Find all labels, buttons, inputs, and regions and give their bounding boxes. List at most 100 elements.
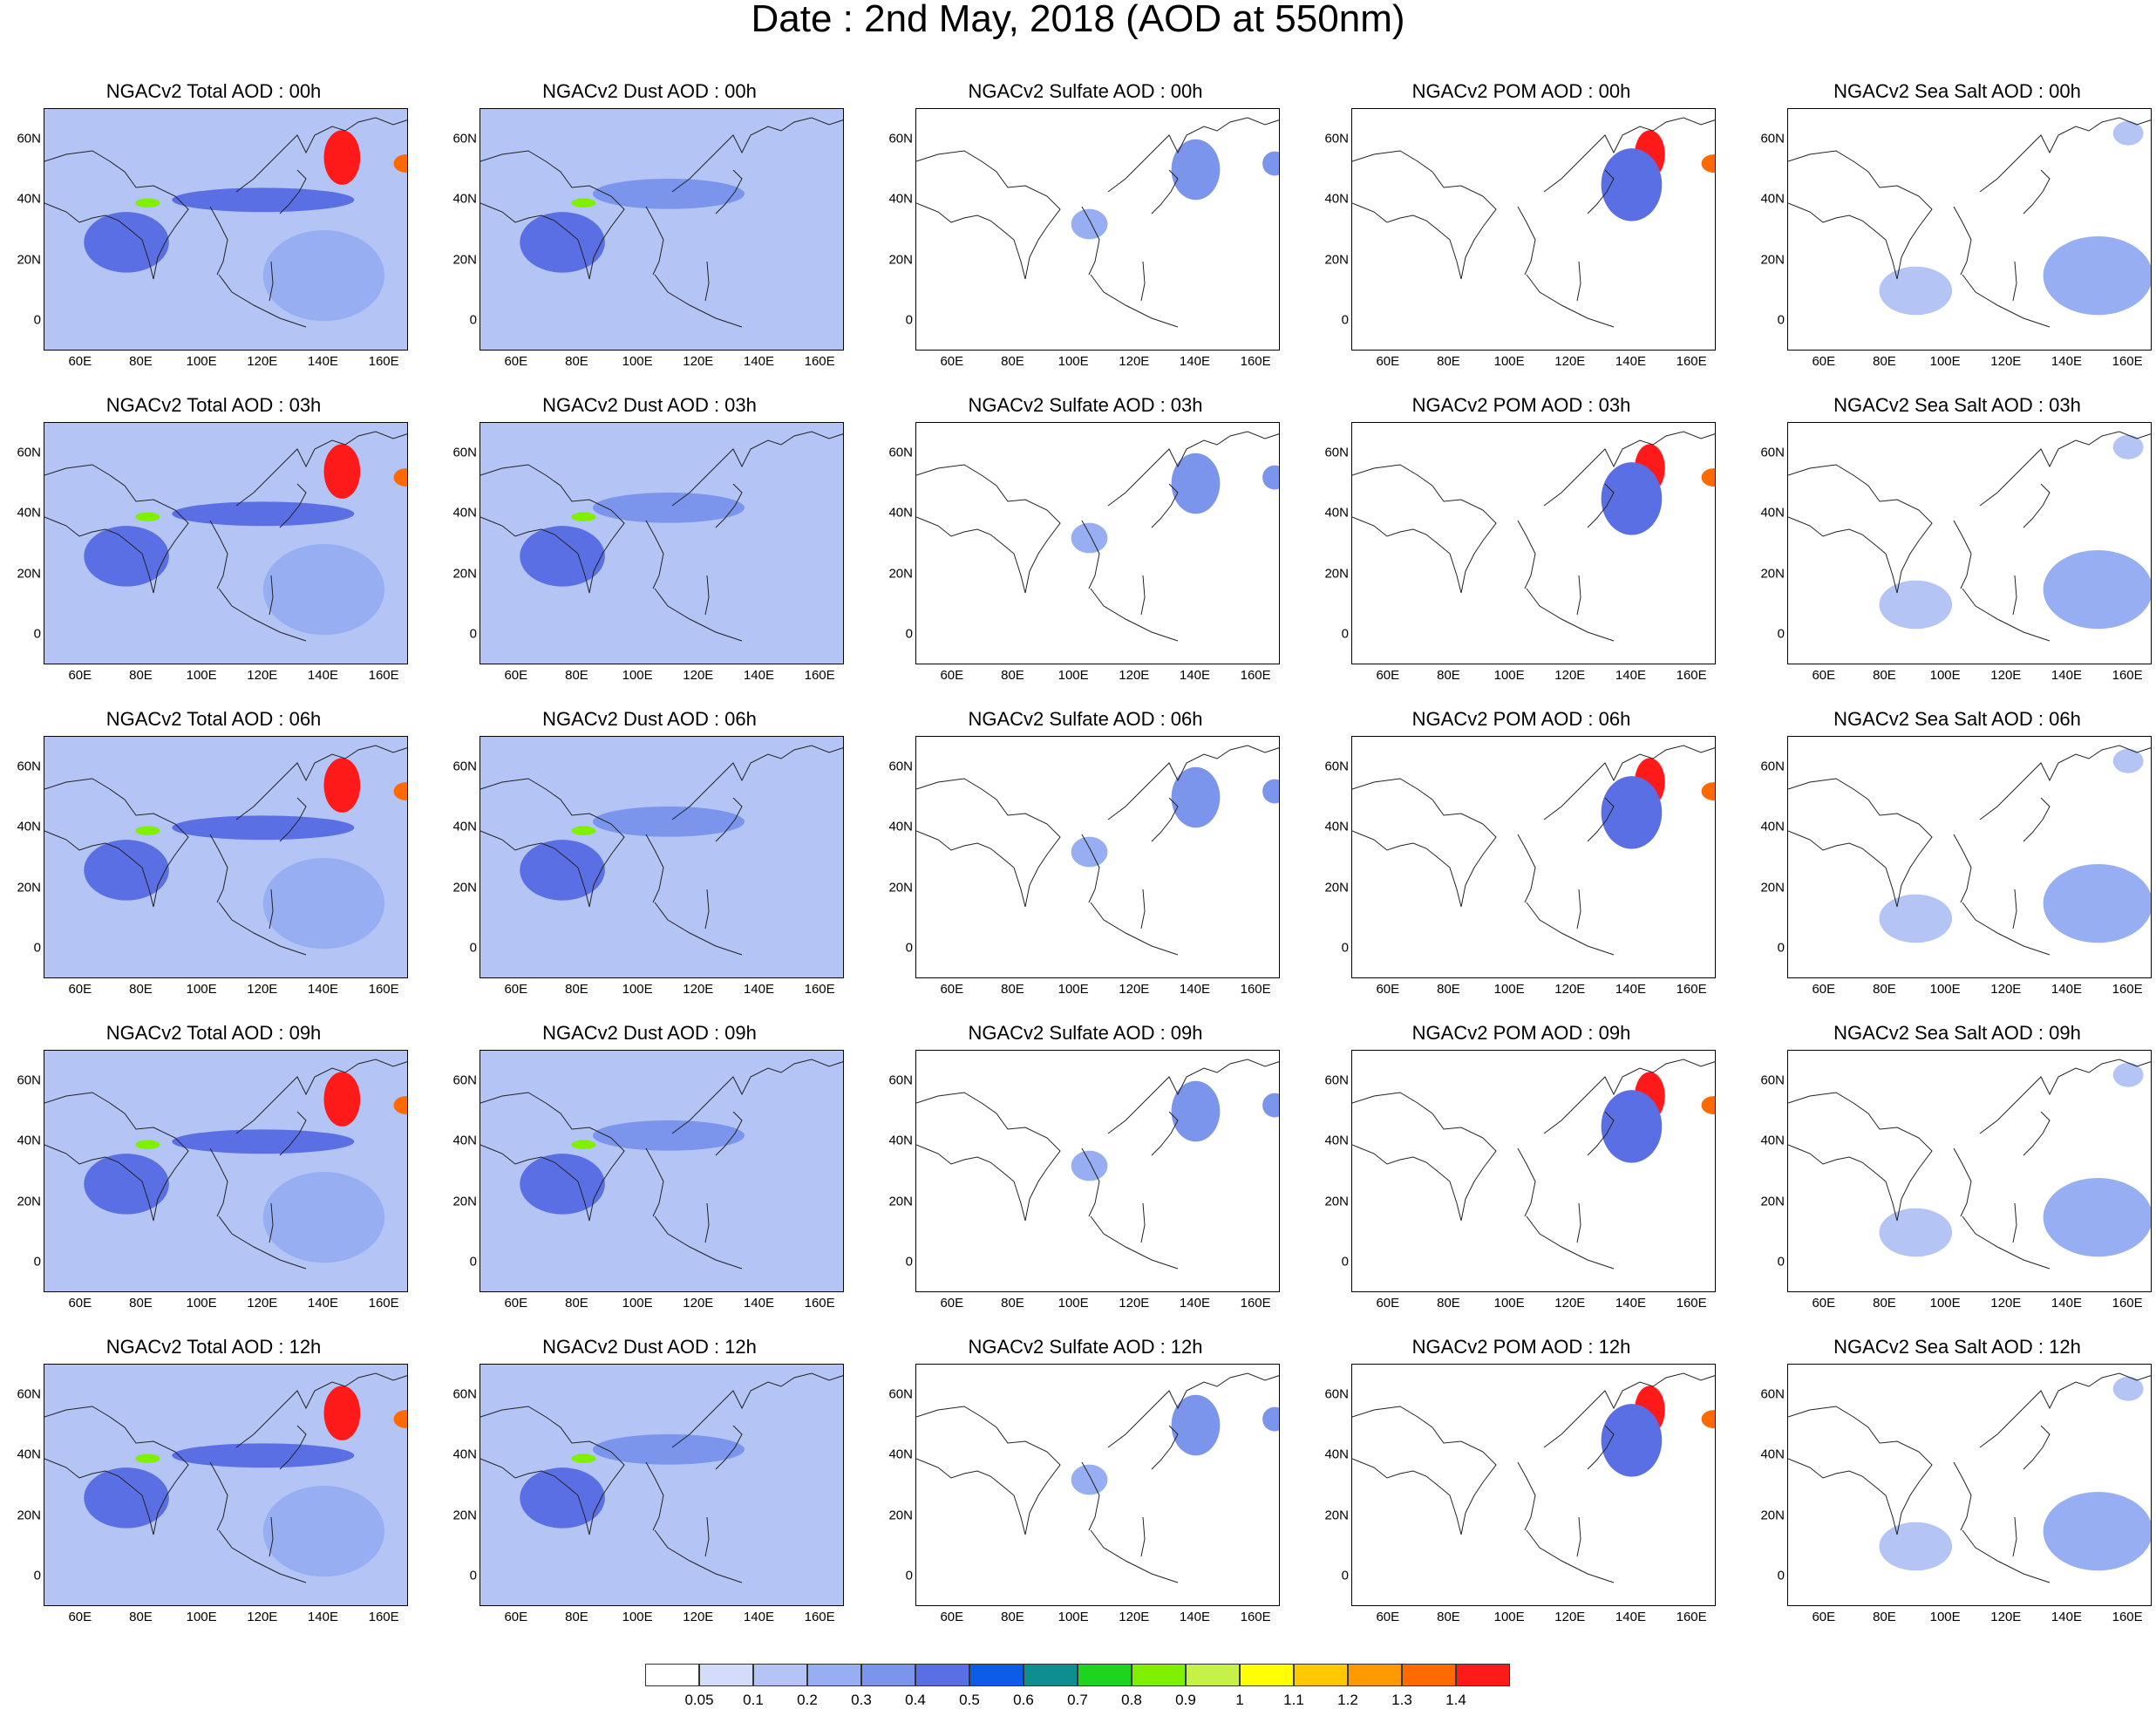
map-svg bbox=[44, 737, 407, 977]
map-svg bbox=[1788, 745, 2151, 956]
x-tick-label: 140E bbox=[307, 1296, 338, 1311]
y-tick-label: 20N bbox=[1760, 1508, 1785, 1523]
x-tick-label: 160E bbox=[1240, 668, 1271, 683]
x-tick-label: 160E bbox=[804, 354, 835, 369]
x-tick-label: 140E bbox=[743, 668, 774, 683]
y-tick-label: 20N bbox=[888, 880, 913, 895]
aod-feature-0 bbox=[323, 1386, 361, 1440]
x-tick-label: 160E bbox=[1676, 668, 1707, 683]
aod-feature-0 bbox=[1171, 139, 1221, 201]
coastline bbox=[1352, 117, 1715, 328]
x-tick-label: 60E bbox=[1376, 1296, 1400, 1311]
legend-swatch bbox=[915, 1664, 969, 1686]
x-tick-label: 160E bbox=[1240, 1610, 1271, 1624]
map-plot-area bbox=[915, 1364, 1280, 1606]
map-svg bbox=[1788, 1059, 2151, 1270]
y-tick-label: 0 bbox=[33, 1254, 41, 1270]
aod-feature-1 bbox=[1879, 266, 1953, 316]
x-tick-label: 80E bbox=[1873, 668, 1896, 683]
y-tick-label: 60N bbox=[17, 759, 41, 774]
y-tick-label: 40N bbox=[452, 819, 477, 834]
aod-feature-2 bbox=[592, 1120, 745, 1151]
x-tick-label: 80E bbox=[1437, 668, 1460, 683]
y-tick-label: 20N bbox=[888, 1194, 913, 1209]
map-plot-area bbox=[479, 736, 844, 978]
x-tick-label: 80E bbox=[1437, 1610, 1460, 1624]
map-svg bbox=[480, 109, 843, 350]
map-svg bbox=[916, 1059, 1279, 1270]
y-tick-label: 0 bbox=[1341, 940, 1349, 956]
aod-feature-2 bbox=[592, 178, 745, 209]
x-tick-label: 140E bbox=[2051, 354, 2082, 369]
coastline bbox=[1352, 431, 1715, 642]
aod-feature-1 bbox=[1879, 1208, 1953, 1257]
x-tick-label: 60E bbox=[68, 982, 92, 997]
aod-feature-2 bbox=[2112, 1376, 2144, 1401]
y-tick-label: 40N bbox=[888, 505, 913, 521]
y-tick-label: 0 bbox=[905, 1568, 913, 1583]
aod-feature-2 bbox=[135, 1454, 160, 1463]
x-tick-label: 120E bbox=[1119, 982, 1150, 997]
aod-feature-5 bbox=[262, 858, 385, 950]
map-panel-sulfate-0: NGACv2 Sulfate AOD : 00h 60N 40N 20N 0 60E 80E… bbox=[881, 80, 1290, 369]
aod-feature-2 bbox=[135, 198, 160, 208]
y-tick-label: 60N bbox=[452, 1072, 477, 1088]
map-plot-area bbox=[1351, 1050, 1716, 1292]
map-svg bbox=[916, 1372, 1279, 1583]
aod-feature-1 bbox=[393, 154, 407, 173]
y-tick-label: 60N bbox=[1324, 759, 1349, 774]
y-tick-label: 40N bbox=[1760, 191, 1785, 207]
x-tick-label: 120E bbox=[1119, 354, 1150, 369]
panel-title: NGACv2 POM AOD : 12h bbox=[1411, 1336, 1631, 1358]
legend-level-label: 0.4 bbox=[905, 1692, 926, 1708]
panel-title: NGACv2 POM AOD : 00h bbox=[1411, 80, 1631, 102]
map-panel-total-3: NGACv2 Total AOD : 09h 60N 40N 20N 0 60E 80E 10… bbox=[9, 1022, 418, 1311]
aod-feature-0 bbox=[571, 826, 596, 835]
legend-swatch bbox=[1132, 1664, 1186, 1686]
x-tick-label: 120E bbox=[1119, 668, 1150, 683]
x-tick-label: 160E bbox=[368, 354, 399, 369]
x-tick-label: 160E bbox=[1676, 354, 1707, 369]
map-plot-area bbox=[479, 1050, 844, 1292]
legend-level-label: 0.9 bbox=[1175, 1692, 1196, 1708]
map-plot-area bbox=[479, 1364, 844, 1606]
legend-level-label: 0.5 bbox=[959, 1692, 980, 1708]
aod-feature-5 bbox=[262, 1486, 385, 1577]
y-tick-label: 20N bbox=[1324, 880, 1349, 895]
x-tick-label: 100E bbox=[622, 1610, 653, 1624]
y-tick-label: 20N bbox=[1760, 1194, 1785, 1209]
x-tick-label: 120E bbox=[683, 354, 714, 369]
coastline bbox=[1352, 1372, 1715, 1583]
coastline bbox=[916, 117, 1279, 328]
legend-swatch bbox=[1456, 1664, 1510, 1686]
map-panel-pom-3: NGACv2 POM AOD : 09h 60N 40N 20N 0 60E 80E 100E… bbox=[1316, 1022, 1726, 1311]
aod-feature-4 bbox=[172, 1443, 355, 1468]
aod-feature-2 bbox=[592, 492, 745, 523]
y-tick-label: 0 bbox=[1341, 1254, 1349, 1270]
aod-feature-1 bbox=[1879, 580, 1953, 630]
aod-feature-2 bbox=[135, 512, 160, 521]
x-tick-label: 160E bbox=[804, 1610, 835, 1624]
y-tick-label: 20N bbox=[452, 252, 477, 268]
x-tick-label: 80E bbox=[1001, 354, 1024, 369]
map-panel-total-1: NGACv2 Total AOD : 03h 60N 40N 20N 0 60E 80E 10… bbox=[9, 394, 418, 683]
y-tick-label: 60N bbox=[1760, 1072, 1785, 1088]
x-tick-label: 120E bbox=[247, 1296, 278, 1311]
x-tick-label: 80E bbox=[565, 982, 588, 997]
x-tick-label: 160E bbox=[368, 1296, 399, 1311]
map-plot-area bbox=[1351, 736, 1716, 978]
map-svg bbox=[480, 737, 843, 977]
y-tick-label: 20N bbox=[1324, 1194, 1349, 1209]
aod-feature-0 bbox=[323, 1072, 361, 1127]
map-panel-dust-1: NGACv2 Dust AOD : 03h 60N 40N 20N 0 60E 80E 100… bbox=[445, 394, 854, 683]
x-tick-label: 60E bbox=[940, 668, 964, 683]
panel-title: NGACv2 Sea Salt AOD : 06h bbox=[1833, 708, 2081, 730]
map-panel-dust-2: NGACv2 Dust AOD : 06h 60N 40N 20N 0 60E 80E 100… bbox=[445, 708, 854, 997]
x-tick-label: 160E bbox=[1676, 1610, 1707, 1624]
map-panel-seasalt-4: NGACv2 Sea Salt AOD : 12h 60N 40N 20N 0 60E 80… bbox=[1752, 1336, 2156, 1624]
y-tick-label: 40N bbox=[17, 505, 41, 521]
x-tick-label: 100E bbox=[1493, 668, 1525, 683]
map-svg bbox=[1788, 117, 2151, 328]
x-tick-label: 100E bbox=[186, 982, 217, 997]
y-tick-label: 20N bbox=[452, 1194, 477, 1209]
